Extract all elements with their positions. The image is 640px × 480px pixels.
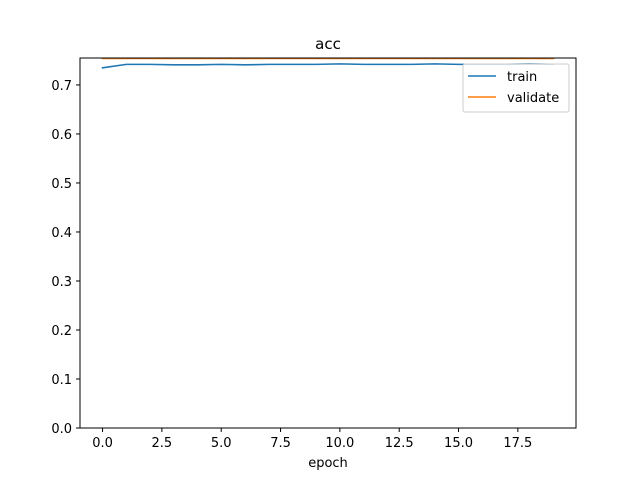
x-tick-label: 7.5: [270, 436, 291, 451]
y-tick-label: 0.5: [51, 177, 72, 192]
x-tick-label: 17.5: [503, 436, 532, 451]
x-tick-label: 5.0: [211, 436, 232, 451]
y-tick-label: 0.3: [51, 275, 72, 290]
x-tick-label: 0.0: [92, 436, 113, 451]
legend-label-validate: validate: [507, 91, 559, 106]
x-tick-label: 2.5: [152, 436, 173, 451]
x-axis: 0.0 2.5 5.0 7.5 10.0 12.5 15.0 17.5: [92, 428, 532, 451]
x-tick-label: 12.5: [385, 436, 414, 451]
y-tick-label: 0.1: [51, 373, 72, 388]
plot-frame: [79, 57, 577, 429]
y-tick-label: 0.0: [51, 422, 72, 437]
y-tick-label: 0.2: [51, 324, 72, 339]
chart-title: acc: [315, 35, 341, 53]
y-axis: 0.0 0.1 0.2 0.3 0.4 0.5 0.6 0.7: [51, 79, 80, 437]
legend: train validate: [462, 63, 570, 113]
legend-label-train: train: [507, 70, 537, 85]
y-tick-label: 0.6: [51, 128, 72, 143]
y-tick-label: 0.7: [51, 79, 72, 94]
x-tick-label: 10.0: [325, 436, 354, 451]
y-tick-label: 0.4: [51, 226, 72, 241]
x-tick-label: 15.0: [444, 436, 473, 451]
x-axis-label: epoch: [308, 456, 348, 471]
